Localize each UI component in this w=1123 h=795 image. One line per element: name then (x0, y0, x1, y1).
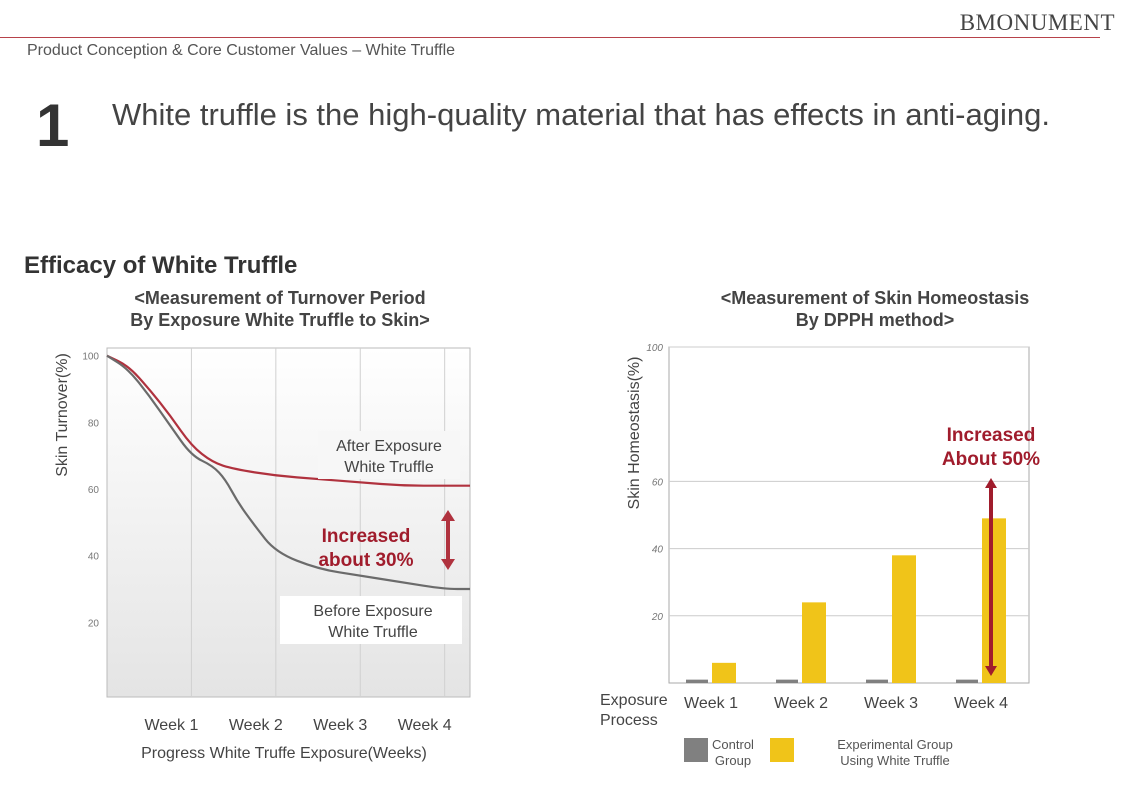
turnover-x-tick-labels: Week 1 Week 2 Week 3 Week 4 (144, 717, 451, 734)
homeostasis-chart-title-line1: <Measurement of Skin Homeostasis (720, 288, 1030, 308)
after-label-bg (318, 431, 460, 479)
after-exposure-line (106, 354, 470, 487)
brand-logo: BMONUMENT (959, 10, 1115, 35)
homeostasis-x-tick-labels: Week 1 Week 2 Week 3 Week 4 (684, 695, 1008, 712)
homeostasis-x-tick-label: Week 1 (684, 695, 738, 712)
legend-control-line1: Control (712, 737, 754, 752)
turnover-y-tick-40: 40 (88, 552, 100, 563)
control-bar (956, 679, 978, 683)
homeostasis-x-tick-label: Week 4 (954, 695, 1008, 712)
homeostasis-chart-title-line2: By DPPH method> (795, 310, 955, 330)
homeostasis-grid (669, 346, 1029, 617)
homeostasis-chart-title: <Measurement of Skin Homeostasis By DPPH… (660, 287, 1090, 331)
turnover-x-tick-label: Week 4 (398, 717, 452, 734)
turnover-plot-area (106, 347, 471, 698)
homeostasis-y-tick-100: 100 (646, 343, 663, 354)
after-exposure-label-line2: White Truffle (344, 459, 434, 476)
turnover-y-axis-label: Skin Turnover(%) (54, 353, 71, 477)
turnover-y-tick-labels: 20 40 60 80 100 (82, 352, 99, 630)
turnover-chart-title: <Measurement of Turnover Period By Expos… (70, 287, 490, 331)
turnover-series-lines (106, 354, 470, 591)
turnover-annotation-line1: Increased (322, 526, 411, 547)
legend-swatch-control (684, 738, 708, 762)
homeostasis-y-tick-labels: 20 40 60 100 (646, 343, 663, 623)
before-exposure-line (106, 354, 470, 591)
legend-experimental-line1: Experimental Group (837, 737, 953, 752)
exposure-process-label-line2: Process (600, 712, 658, 729)
experimental-bar (892, 555, 916, 683)
homeostasis-increase-arrow (985, 478, 997, 676)
turnover-annotation-line2: about 30% (318, 550, 413, 571)
turnover-x-tick-label: Week 3 (313, 717, 367, 734)
legend-control-line2: Group (715, 753, 751, 768)
turnover-y-tick-100: 100 (82, 352, 99, 363)
turnover-x-tick-label: Week 2 (229, 717, 283, 734)
experimental-bar (982, 518, 1006, 683)
exposure-process-label-line1: Exposure (600, 692, 668, 709)
header-divider (0, 37, 1100, 38)
homeostasis-y-tick-40: 40 (652, 545, 664, 556)
homeostasis-x-tick-label: Week 2 (774, 695, 828, 712)
homeostasis-annotation-line1: Increased (947, 425, 1036, 446)
turnover-x-tick-label: Week 1 (144, 717, 198, 734)
control-bar (686, 679, 708, 683)
legend-swatch-experimental (770, 738, 794, 762)
section-title: Efficacy of White Truffle (24, 252, 298, 279)
homeostasis-y-axis-label: Skin Homeostasis(%) (626, 357, 643, 510)
control-bar (866, 679, 888, 683)
homeostasis-x-tick-label: Week 3 (864, 695, 918, 712)
headline: White truffle is the high-quality materi… (112, 97, 1050, 132)
turnover-y-tick-20: 20 (88, 618, 100, 629)
homeostasis-bars (686, 518, 1006, 683)
homeostasis-plot-area (668, 346, 1030, 684)
before-exposure-label-line2: White Truffle (328, 624, 418, 641)
experimental-bar (802, 602, 826, 683)
homeostasis-y-tick-60: 60 (652, 477, 664, 488)
legend-experimental-line2: Using White Truffle (840, 753, 950, 768)
homeostasis-y-tick-20: 20 (651, 612, 664, 623)
homeostasis-annotation-line2: About 50% (942, 449, 1040, 470)
turnover-x-axis-label: Progress White Truffe Exposure(Weeks) (141, 745, 427, 762)
turnover-y-tick-80: 80 (88, 418, 100, 429)
experimental-bar (712, 662, 736, 683)
turnover-chart-title-line1: <Measurement of Turnover Period (134, 288, 426, 308)
turnover-increase-arrow (441, 510, 455, 570)
before-exposure-label-line1: Before Exposure (313, 603, 432, 620)
page-subtitle: Product Conception & Core Customer Value… (27, 42, 456, 59)
before-label-bg (280, 596, 462, 644)
turnover-y-tick-60: 60 (88, 485, 100, 496)
homeostasis-annotation-bg (926, 420, 1026, 472)
homeostasis-legend: Control Group Experimental Group Using W… (684, 737, 953, 768)
turnover-line-chart: 20 40 60 80 100 Week 1 Week 2 Week 3 Week 4 Aft… (54, 347, 471, 762)
section-number: 1 (36, 92, 70, 159)
after-exposure-label-line1: After Exposure (336, 438, 442, 455)
control-bar (776, 679, 798, 683)
homeostasis-bar-chart: 20 40 60 100 Week 1 Week 2 Week 3 Week 4 Incre… (600, 343, 1040, 768)
turnover-chart-title-line2: By Exposure White Truffle to Skin> (130, 310, 430, 330)
